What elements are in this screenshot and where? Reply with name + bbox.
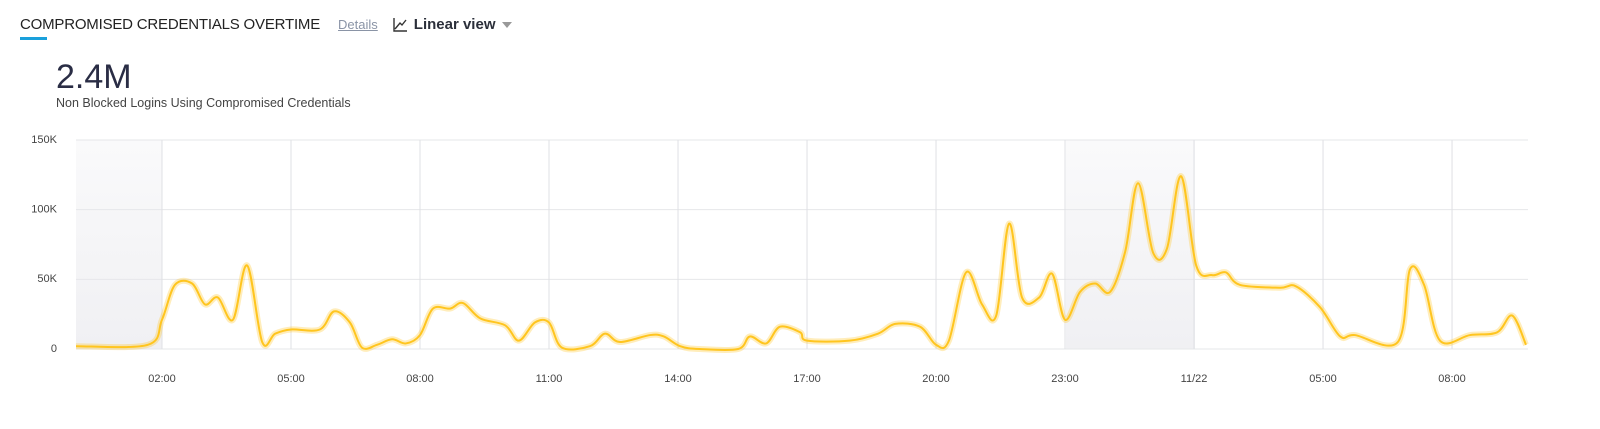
- x-tick-label: 05:00: [1309, 373, 1337, 385]
- line: [75, 175, 1527, 352]
- view-selector[interactable]: Linear view: [392, 16, 524, 33]
- header: COMPROMISED CREDENTIALS OVERTIME Details…: [20, 16, 524, 40]
- x-tick-label: 11:00: [536, 373, 563, 385]
- y-tick-label: 100K: [31, 204, 57, 216]
- x-tick-label: 11/22: [1181, 373, 1208, 385]
- x-tick-label: 17:00: [793, 373, 821, 385]
- dropdown-arrow: [502, 21, 513, 28]
- x-tick-label: 23:00: [1051, 373, 1079, 385]
- widget-title: COMPROMISED CREDENTIALS OVERTIME: [20, 16, 321, 40]
- y-tick-label: 0: [51, 343, 57, 355]
- line-glow: [75, 173, 1529, 354]
- x-tick-label: 05:00: [277, 373, 305, 385]
- summary-value: 2.4M: [56, 58, 132, 96]
- summary-caption: Non Blocked Logins Using Compromised Cre…: [56, 96, 351, 110]
- y-tick-label: 150K: [31, 134, 57, 146]
- x-tick-label: 02:00: [148, 373, 176, 385]
- x-tick-label: 08:00: [406, 373, 434, 385]
- night-band: [76, 140, 162, 349]
- details-link[interactable]: Details: [338, 17, 378, 32]
- x-tick-label: 14:00: [664, 373, 692, 385]
- x-tick-label: 20:00: [922, 373, 950, 385]
- x-tick-label: 08:00: [1438, 373, 1466, 385]
- y-tick-label: 50K: [37, 273, 57, 285]
- line-icon: [393, 17, 407, 32]
- night-band: [1066, 140, 1195, 349]
- view-label: Linear view: [413, 16, 496, 33]
